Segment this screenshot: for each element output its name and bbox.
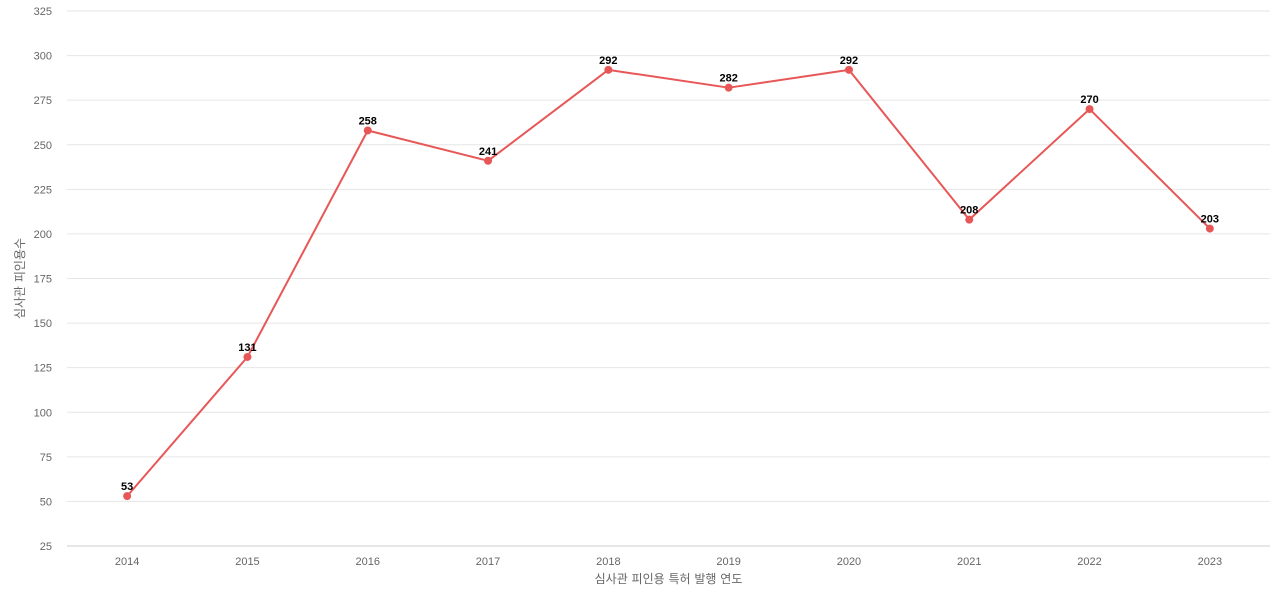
y-tick-label: 250 xyxy=(34,140,52,152)
data-point xyxy=(1085,105,1094,114)
data-point xyxy=(604,65,613,74)
y-tick-label: 75 xyxy=(40,452,52,464)
x-axis-ticks: 2014 2015 2016 2017 2018 2019 2020 2021 2022 2023 xyxy=(115,556,1222,568)
data-point xyxy=(363,126,372,135)
y-tick-label: 275 xyxy=(34,95,52,107)
data-point xyxy=(484,156,493,165)
data-point xyxy=(724,83,733,92)
x-tick-label: 2022 xyxy=(1077,556,1101,568)
x-tick-label: 2016 xyxy=(356,556,380,568)
y-tick-label: 325 xyxy=(34,6,52,18)
data-label: 131 xyxy=(238,342,256,354)
x-tick-label: 2018 xyxy=(596,556,620,568)
data-point xyxy=(243,352,252,361)
x-tick-label: 2019 xyxy=(716,556,740,568)
x-tick-label: 2017 xyxy=(476,556,500,568)
y-tick-label: 150 xyxy=(34,318,52,330)
data-label: 270 xyxy=(1080,94,1098,106)
data-label: 292 xyxy=(840,55,858,67)
y-tick-label: 300 xyxy=(34,51,52,63)
data-label: 241 xyxy=(479,146,497,158)
y-tick-label: 25 xyxy=(40,541,52,553)
data-label: 292 xyxy=(599,55,617,67)
series-line xyxy=(126,68,1211,497)
y-tick-label: 125 xyxy=(34,363,52,375)
y-tick-label: 200 xyxy=(34,229,52,241)
data-point xyxy=(965,215,974,224)
data-labels: 53 131 258 241 292 282 292 208 270 203 xyxy=(121,55,1219,493)
y-axis-ticks: 25 50 75 100 125 150 175 200 225 250 275 300 325 xyxy=(34,6,52,553)
data-label: 282 xyxy=(719,73,737,85)
data-point xyxy=(1205,224,1214,233)
x-tick-label: 2023 xyxy=(1198,556,1222,568)
y-axis-title: 심사관 피인용수 xyxy=(13,238,27,319)
x-tick-label: 2021 xyxy=(957,556,981,568)
x-tick-label: 2015 xyxy=(235,556,259,568)
y-tick-label: 100 xyxy=(34,407,52,419)
y-tick-label: 225 xyxy=(34,184,52,196)
data-label: 203 xyxy=(1201,214,1219,226)
x-axis-title: 심사관 피인용 특허 발행 연도 xyxy=(595,571,743,586)
data-label: 208 xyxy=(960,205,978,217)
gridlines xyxy=(67,10,1270,547)
y-tick-label: 50 xyxy=(40,496,52,508)
x-tick-label: 2014 xyxy=(115,556,139,568)
x-tick-label: 2020 xyxy=(837,556,861,568)
data-point xyxy=(123,492,132,501)
data-label: 258 xyxy=(359,115,377,127)
y-tick-label: 175 xyxy=(34,274,52,286)
data-point xyxy=(844,65,853,74)
data-label: 53 xyxy=(121,481,133,493)
series-1 xyxy=(123,65,1214,501)
